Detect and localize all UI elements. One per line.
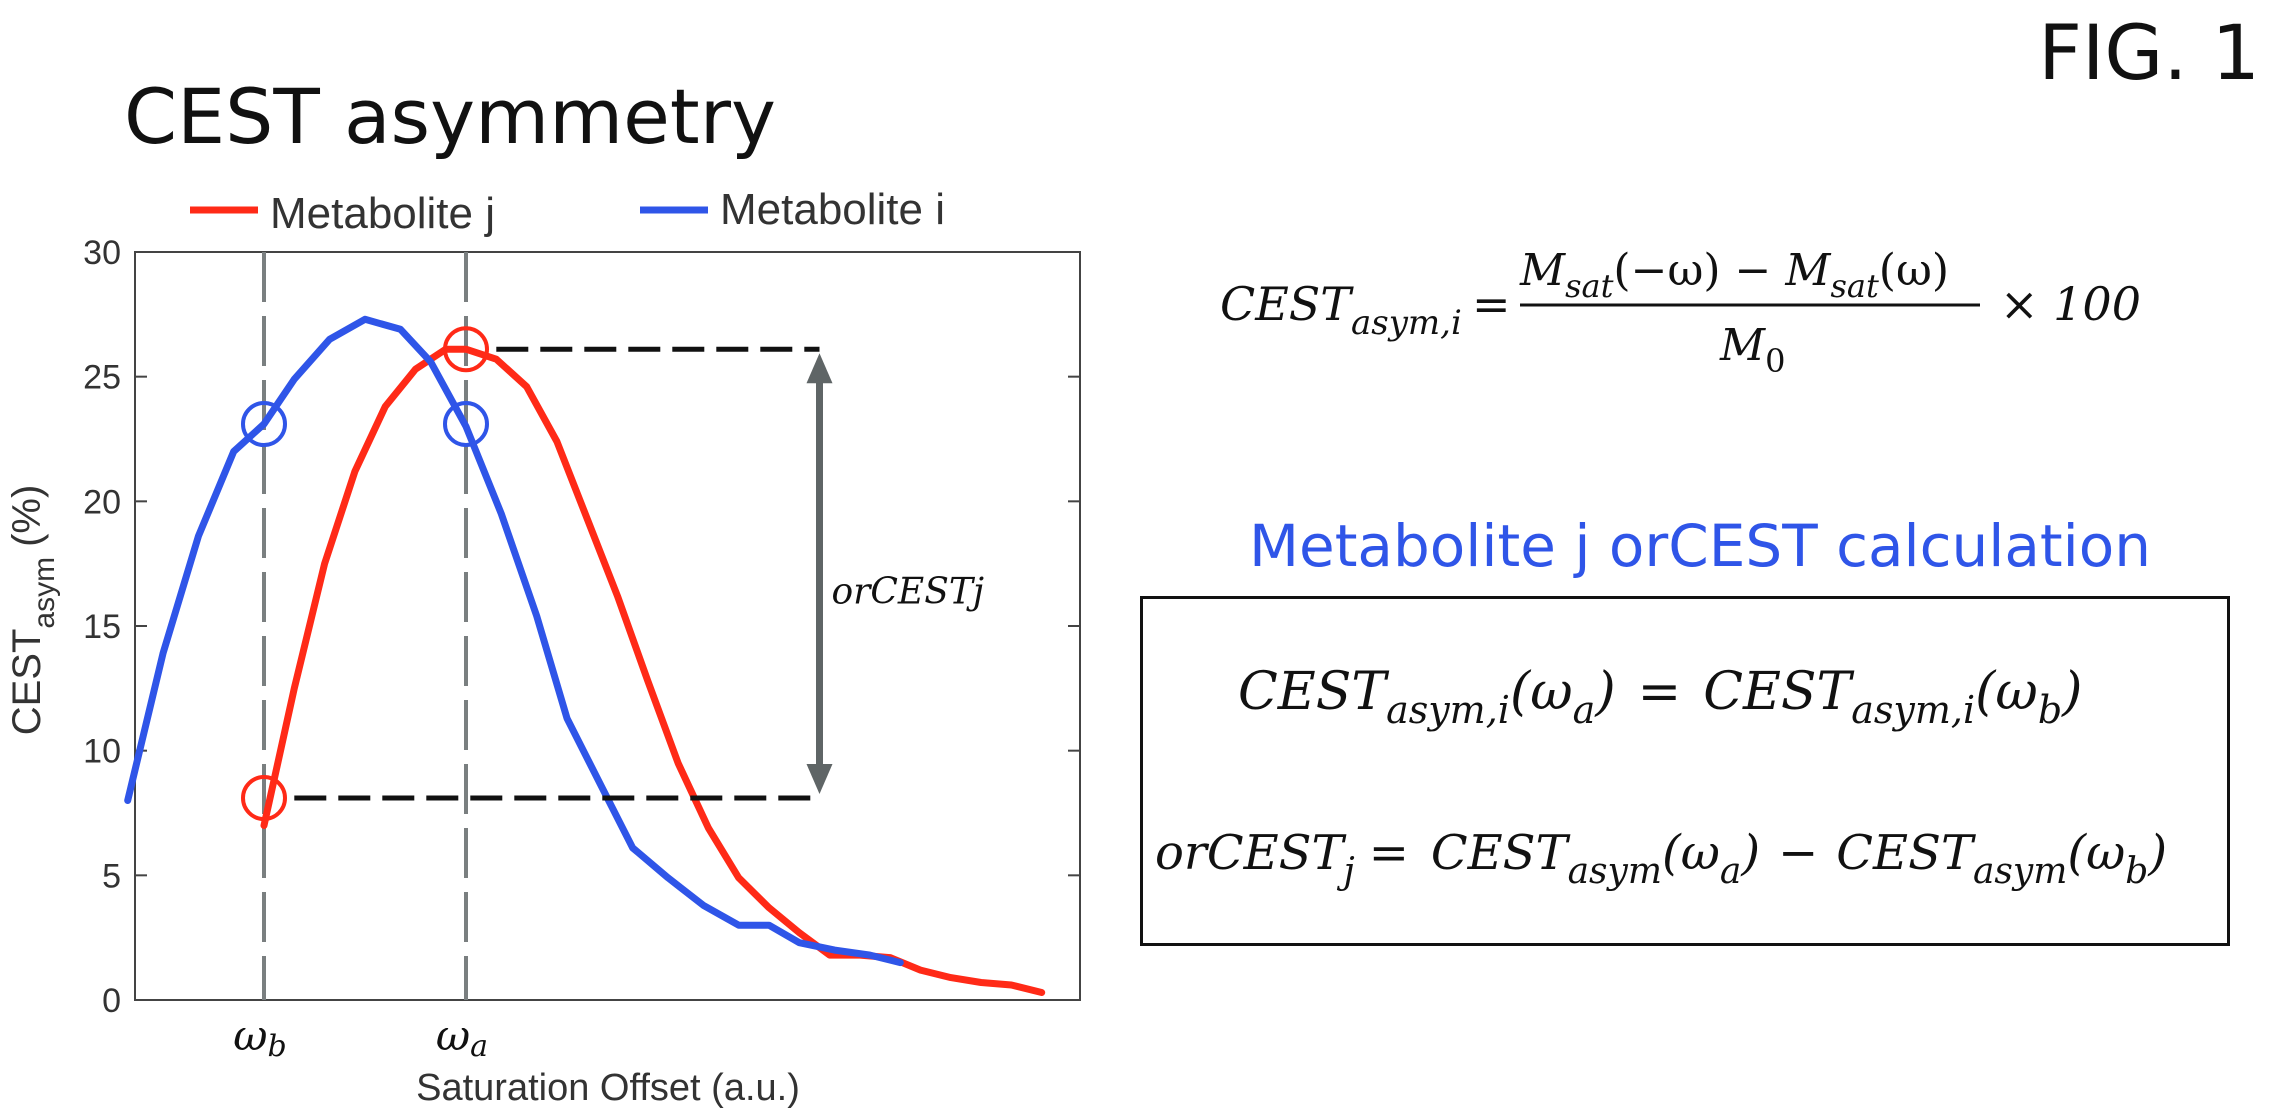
circle-markers: [241, 326, 489, 822]
eq1-rhs-sub: asym,i: [1851, 688, 1975, 732]
cest-asym-formula: CESTasym,i = Msat(−ω) − Msat(ω) M0 × 100: [1220, 245, 2141, 380]
calculation-equations: CESTasym,i(ωa) = CESTasym,i(ωb) orCESTj = CE…: [1155, 662, 2167, 892]
eq2-term1-arg-open: (ω: [1662, 825, 1720, 881]
eq2-term1-sub: asym: [1568, 851, 1662, 892]
formula-numerator: Msat(−ω) − Msat(ω): [1519, 245, 1949, 305]
y-tick-label: 5: [102, 857, 121, 895]
denominator-sub: 0: [1765, 342, 1785, 380]
eq1-rhs-arg-close: ): [2061, 662, 2082, 722]
eq2-minus: −: [1778, 825, 1818, 881]
formula-times-100: × 100: [2000, 277, 2141, 331]
equation-1: CESTasym,i(ωa) = CESTasym,i(ωb): [1238, 662, 2082, 732]
plot-area-frame: [134, 251, 1081, 1001]
circle-marker-metabolite-j: [443, 326, 489, 373]
eq2-term1-arg-close: ): [1740, 825, 1760, 881]
eq1-lhs-main: CEST: [1238, 662, 1389, 722]
calculation-box: CESTasym,i(ωa) = CESTasym,i(ωb) orCESTj = CE…: [1140, 596, 2230, 946]
equation-2: orCESTj = CESTasym(ωa) − CESTasym(ωb): [1155, 825, 2167, 892]
formula-lhs-main: CEST: [1220, 277, 1354, 331]
eq1-lhs-arg-close: ): [1594, 662, 1615, 722]
formula-lhs: CESTasym,i: [1220, 277, 1462, 343]
denominator-main: M: [1719, 320, 1766, 371]
y-axis-ticks: 0 5 10 15 20 25 30: [83, 234, 1080, 1020]
chart-title: CEST asymmetry: [124, 72, 776, 161]
x-axis-label: Saturation Offset (a.u.): [416, 1067, 800, 1109]
orcest-annotation: orCESTj: [294, 346, 985, 801]
y-axis-label-main: CEST: [5, 629, 49, 736]
eq1-lhs-sub: asym,i: [1386, 688, 1510, 732]
legend: Metabolite j Metabolite i: [190, 185, 945, 238]
orcest-annotation-label: orCESTj: [832, 572, 985, 613]
legend-label-metabolite-i: Metabolite i: [720, 185, 945, 234]
cest-asymmetry-chart: Metabolite j Metabolite i 0 5 10 15 20 25 30 ω…: [5, 185, 1081, 1109]
numerator-term-1-sub: sat: [1565, 267, 1614, 305]
legend-label-metabolite-j: Metabolite j: [270, 189, 495, 238]
numerator-term-2-sub: sat: [1830, 267, 1879, 305]
formula-lhs-sub: asym,i: [1351, 303, 1462, 343]
y-axis-label: CESTasym (%): [5, 485, 61, 736]
eq2-term2-main: CEST: [1836, 825, 1976, 881]
circle-marker-metabolite-j: [241, 775, 287, 822]
eq2-term2-arg-open: (ω: [2067, 825, 2125, 881]
eq1-rhs-arg-open: (ω: [1975, 662, 2038, 722]
numerator-term-2-arg: (ω): [1879, 245, 1949, 296]
omega-a-label: ωa: [436, 1011, 488, 1064]
eq2-term2-sub: asym: [1973, 851, 2067, 892]
eq2-term1-arg-sub: a: [1720, 851, 1741, 892]
eq2-term2-arg-sub: b: [2125, 851, 2148, 892]
eq2-lhs-main: orCEST: [1155, 825, 1346, 881]
y-tick-label: 10: [83, 733, 121, 771]
eq1-lhs-arg-sub: a: [1573, 688, 1596, 732]
eq2-term1-main: CEST: [1431, 825, 1571, 881]
formula-equals: =: [1472, 277, 1511, 331]
circle-marker-metabolite-i: [443, 401, 489, 448]
formula-denominator: M0: [1719, 320, 1785, 380]
y-axis-label-sub: asym: [28, 557, 61, 629]
y-tick-label: 25: [83, 359, 121, 397]
eq2-term2-arg-close: ): [2147, 825, 2167, 881]
orcest-arrow-head-down: [806, 764, 833, 795]
numerator-term-1-main: M: [1519, 245, 1566, 296]
series-line-metabolite-j: [260, 345, 1046, 996]
y-tick-label: 15: [83, 608, 121, 646]
eq1-rhs-arg-sub: b: [2038, 688, 2062, 732]
eq1-rhs-main: CEST: [1703, 662, 1854, 722]
eq1-lhs-arg-open: (ω: [1510, 662, 1573, 722]
series-line-metabolite-i: [124, 315, 904, 967]
calculation-title: Metabolite j orCEST calculation: [1248, 512, 2152, 580]
circle-marker-metabolite-i: [241, 401, 287, 448]
eq2-equals: =: [1369, 825, 1409, 881]
y-tick-label: 0: [102, 982, 121, 1020]
y-axis-label-unit: (%): [5, 485, 49, 547]
figure-label: FIG. 1: [2038, 8, 2260, 97]
series-lines: [124, 315, 1046, 996]
numerator-term-1-arg: (−ω): [1613, 245, 1720, 296]
orcest-arrow-head-up: [806, 353, 833, 384]
eq1-equals: =: [1638, 662, 1682, 722]
y-tick-label: 30: [83, 234, 121, 272]
numerator-minus: −: [1735, 245, 1772, 296]
x-marker-lines: ωb ωa: [233, 252, 488, 1064]
omega-b-label: ωb: [233, 1011, 286, 1064]
numerator-term-2-main: M: [1784, 245, 1831, 296]
y-tick-label: 20: [83, 483, 121, 521]
